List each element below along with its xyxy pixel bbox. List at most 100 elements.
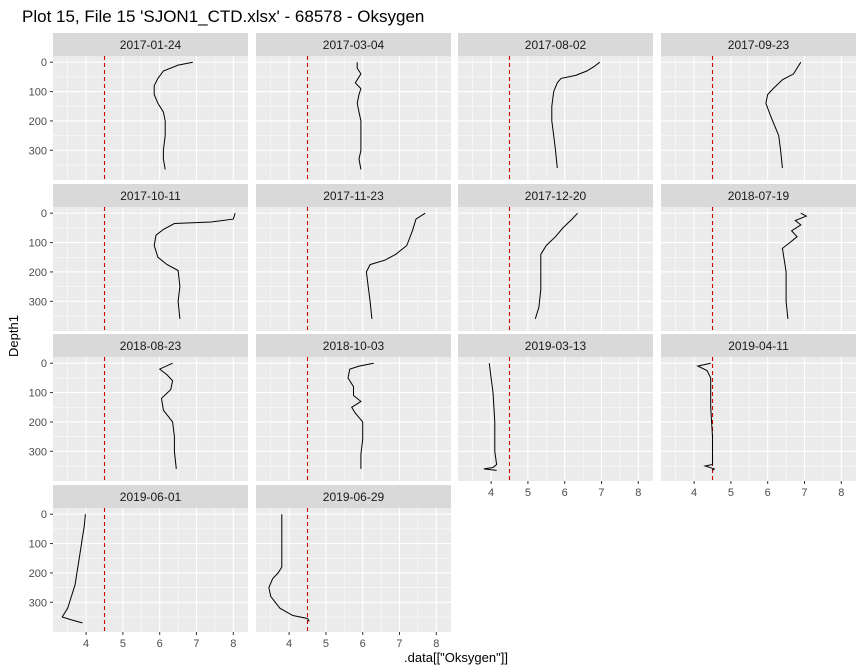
facet-panel: 2019-06-29 4 5 6 7 8: [256, 485, 451, 650]
strip-background: [256, 334, 451, 357]
x-tick-label: 7: [193, 638, 199, 650]
facet-panel: 2019-03-13 4 5 6 7 8: [458, 334, 653, 499]
x-tick-label: 8: [230, 638, 236, 650]
oxygen-profile-line: [153, 61, 193, 170]
facet-panel: 2018-10-03: [256, 334, 451, 481]
y-tick-label: 200: [29, 267, 47, 279]
oxygen-profile-line: [354, 62, 362, 170]
facet-panel: 2017-08-02: [458, 33, 653, 180]
panel-background: [661, 56, 856, 180]
oxygen-profile-line: [347, 362, 374, 469]
strip-background: [458, 184, 653, 207]
oxygen-profile-line: [551, 61, 601, 168]
facet-panel: 2017-12-20: [458, 184, 653, 331]
facet-panel: 2017-03-04: [256, 33, 451, 180]
strip-background: [661, 33, 856, 56]
x-axis-title: .data[["Oksygen"]]: [404, 650, 508, 665]
facet-label: 2017-11-23: [323, 189, 384, 203]
y-tick-label: 0: [41, 509, 47, 521]
facet-label: 2017-10-11: [120, 189, 181, 203]
chart-title: Plot 15, File 15 'SJON1_CTD.xlsx' - 6857…: [22, 7, 424, 26]
y-axis-title: Depth1: [6, 315, 21, 357]
panel-background: [53, 508, 248, 632]
panel-background: [458, 357, 653, 481]
oxygen-profile-line: [483, 363, 498, 471]
oxygen-profile-line: [158, 362, 177, 469]
facet-label: 2017-08-02: [525, 38, 587, 52]
oxygen-profile-line: [61, 514, 86, 624]
facet-panels: 2017-01-24 0 100 200 300 2017-03-04 2017-08-02…: [29, 33, 856, 650]
y-tick-label: 300: [29, 145, 47, 157]
strip-background: [53, 485, 248, 508]
panel-background: [256, 56, 451, 180]
y-tick-label: 0: [41, 358, 47, 370]
panel-background: [256, 357, 451, 481]
facet-panel: 2017-01-24 0 100 200 300: [29, 33, 248, 180]
panel-background: [53, 207, 248, 331]
y-tick-label: 300: [29, 296, 47, 308]
x-tick-label: 4: [488, 487, 494, 499]
y-tick-label: 100: [29, 388, 47, 400]
facet-label: 2017-09-23: [728, 38, 790, 52]
facet-label: 2019-04-11: [728, 339, 789, 353]
oxygen-profile-line: [534, 212, 578, 320]
panel-background: [661, 357, 856, 481]
facet-label: 2018-10-03: [323, 339, 385, 353]
y-tick-label: 100: [29, 238, 47, 250]
facet-label: 2017-12-20: [525, 189, 587, 203]
facet-label: 2019-06-01: [120, 490, 182, 504]
facet-panel: 2019-06-01 0 100 200 300 4 5 6 7 8: [29, 485, 248, 650]
facet-label: 2019-03-13: [525, 339, 587, 353]
x-tick-label: 7: [396, 638, 402, 650]
panel-background: [53, 357, 248, 481]
strip-background: [458, 33, 653, 56]
panel-background: [53, 56, 248, 180]
x-tick-label: 7: [801, 487, 807, 499]
x-tick-label: 6: [157, 638, 163, 650]
strip-background: [256, 184, 451, 207]
facet-panel: 2017-11-23: [256, 184, 451, 331]
strip-background: [256, 485, 451, 508]
facet-panel: 2019-04-11 4 5 6 7 8: [661, 334, 856, 499]
panel-background: [256, 508, 451, 632]
oxygen-profile-line: [268, 514, 310, 622]
x-tick-label: 8: [635, 487, 641, 499]
facet-panel: 2017-09-23: [661, 33, 856, 180]
facet-label: 2017-03-04: [323, 38, 385, 52]
x-tick-label: 6: [562, 487, 568, 499]
strip-background: [53, 33, 248, 56]
strip-background: [661, 184, 856, 207]
y-tick-label: 0: [41, 57, 47, 69]
panel-background: [661, 207, 856, 331]
x-tick-label: 6: [765, 487, 771, 499]
x-tick-label: 5: [120, 638, 126, 650]
strip-background: [661, 334, 856, 357]
x-tick-label: 4: [83, 638, 89, 650]
y-tick-label: 200: [29, 568, 47, 580]
strip-background: [53, 184, 248, 207]
facet-label: 2017-01-24: [120, 38, 182, 52]
y-tick-label: 200: [29, 116, 47, 128]
facet-panel: 2018-08-23 0 100 200 300: [29, 334, 248, 481]
oxygen-profile-line: [365, 212, 426, 319]
x-tick-label: 4: [691, 487, 697, 499]
y-tick-label: 300: [29, 446, 47, 458]
y-tick-label: 300: [29, 597, 47, 609]
strip-background: [53, 334, 248, 357]
oxygen-profile-line: [153, 213, 236, 319]
y-tick-label: 0: [41, 208, 47, 220]
y-tick-label: 100: [29, 539, 47, 551]
x-tick-label: 6: [360, 638, 366, 650]
facet-label: 2019-06-29: [323, 490, 385, 504]
x-tick-label: 5: [525, 487, 531, 499]
panel-background: [458, 207, 653, 331]
facet-panel: 2018-07-19: [661, 184, 856, 331]
facet-label: 2018-07-19: [728, 189, 790, 203]
oxygen-profile-line: [781, 212, 808, 319]
panel-background: [458, 56, 653, 180]
x-tick-label: 7: [598, 487, 604, 499]
x-tick-label: 8: [838, 487, 844, 499]
oxygen-profile-line: [765, 61, 802, 168]
facet-panel: 2017-10-11 0 100 200 300: [29, 184, 248, 331]
